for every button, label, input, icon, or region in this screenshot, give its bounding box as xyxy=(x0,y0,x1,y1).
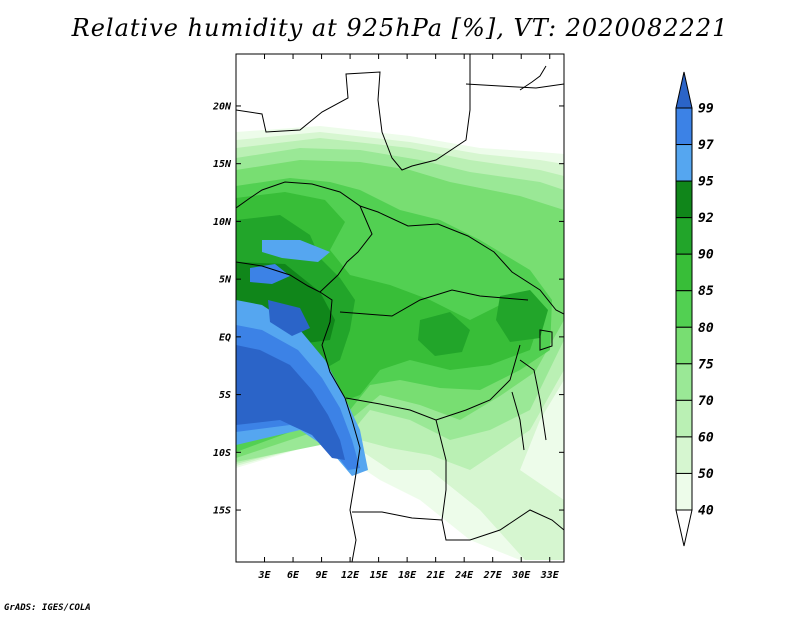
colorbar-level-label: 95 xyxy=(698,175,714,190)
colorbar: 99 97 95 92 90 85 80 75 70 60 50 40 xyxy=(675,71,714,547)
colorbar-level-label: 85 xyxy=(698,284,714,299)
humidity-field xyxy=(236,54,564,562)
colorbar-level-label: 75 xyxy=(698,357,714,372)
lon-tick-label: 9E xyxy=(316,570,329,581)
colorbar-level-label: 70 xyxy=(698,394,714,409)
colorbar-swatch xyxy=(675,217,693,255)
lon-tick-label: 6E xyxy=(287,570,300,581)
lat-tick-label: 15S xyxy=(213,506,231,517)
colorbar-level-label: 97 xyxy=(698,138,714,153)
coastlines-and-borders xyxy=(236,54,564,562)
lat-tick-label: 5S xyxy=(219,390,231,401)
colorbar-swatch xyxy=(675,509,693,547)
lon-tick-label: 27E xyxy=(483,570,503,581)
colorbar-level-label: 40 xyxy=(698,504,714,519)
lon-tick-label: 21E xyxy=(426,570,446,581)
colorbar-swatch xyxy=(675,472,693,511)
colorbar-swatch xyxy=(675,363,693,401)
lat-tick-label: 5N xyxy=(219,275,232,286)
latitude-axis: 20N 15N 10N 5N EQ 5S 10S 15S xyxy=(212,101,564,517)
lon-tick-label: 24E xyxy=(454,570,474,581)
colorbar-swatch xyxy=(675,107,693,146)
lat-tick-label: 20N xyxy=(212,101,232,112)
grads-credit: GrADS: IGES/COLA xyxy=(4,603,91,613)
colorbar-level-label: 90 xyxy=(698,248,714,263)
lat-tick-label: 10N xyxy=(213,217,232,228)
colorbar-level-label: 99 xyxy=(698,102,714,117)
lon-tick-label: 12E xyxy=(341,570,360,581)
lon-tick-label: 15E xyxy=(370,570,389,581)
colorbar-swatch xyxy=(675,326,693,365)
colorbar-level-label: 60 xyxy=(698,430,714,445)
colorbar-swatch xyxy=(675,399,693,438)
colorbar-level-label: 92 xyxy=(698,211,714,226)
colorbar-swatch xyxy=(675,253,693,292)
colorbar-level-label: 80 xyxy=(698,321,714,336)
lon-tick-label: 33E xyxy=(540,570,560,581)
colorbar-swatch xyxy=(675,436,693,474)
lon-tick-label: 30E xyxy=(511,570,531,581)
lat-tick-label: 15N xyxy=(213,159,232,170)
lon-tick-label: 3E xyxy=(257,570,271,581)
lat-tick-label: 10S xyxy=(213,448,231,459)
colorbar-swatch xyxy=(675,144,693,182)
colorbar-swatch xyxy=(675,290,693,328)
colorbar-swatch xyxy=(675,180,693,219)
map-title: Relative humidity at 925hPa [%], VT: 202… xyxy=(71,14,729,42)
colorbar-level-label: 50 xyxy=(698,467,714,482)
colorbar-swatch xyxy=(675,71,693,109)
lon-tick-label: 18E xyxy=(398,570,417,581)
lat-tick-label: EQ xyxy=(219,332,231,343)
longitude-axis: 3E 6E 9E 12E 15E 18E 21E 24E 27E 30E 33E xyxy=(257,54,560,581)
map-frame xyxy=(235,53,565,563)
